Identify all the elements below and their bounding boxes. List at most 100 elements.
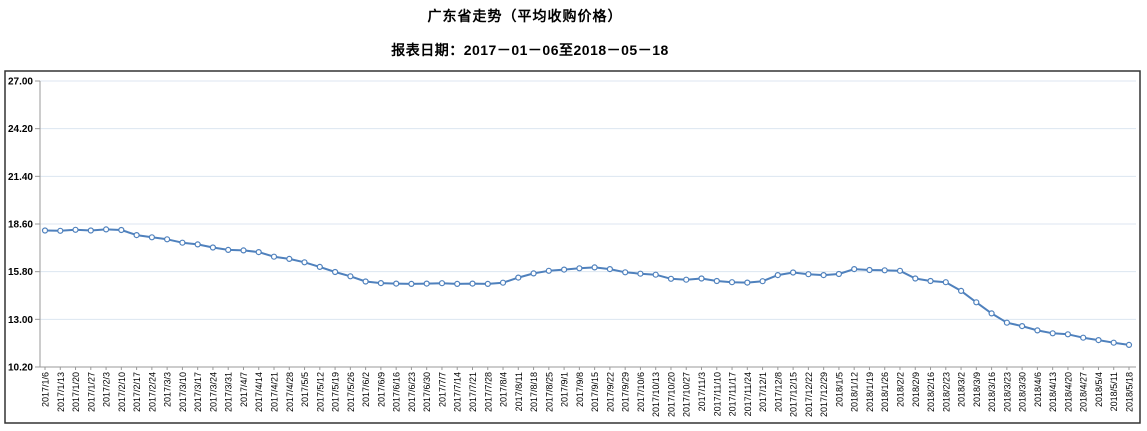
data-point-marker (789, 269, 797, 276)
data-point-marker (1125, 341, 1133, 348)
data-point-marker (347, 273, 354, 280)
x-tick-label: 2017/5/19 (331, 372, 341, 412)
data-point-marker (1064, 331, 1072, 338)
data-point-marker (820, 272, 827, 279)
data-point-marker (957, 287, 965, 294)
data-point-marker (774, 272, 781, 279)
data-point-marker (393, 280, 400, 287)
data-point-marker (484, 280, 491, 287)
x-tick-label: 2018/4/6 (1033, 372, 1043, 407)
data-point-marker (240, 247, 247, 254)
y-tick-label: 15.80 (8, 267, 33, 278)
data-point-marker (270, 253, 278, 260)
x-tick-label: 2017/12/22 (804, 372, 814, 417)
data-point-marker (606, 266, 614, 273)
data-point-marker (942, 279, 949, 286)
x-tick-label: 2017/8/18 (529, 372, 539, 412)
x-tick-label: 2017/2/3 (102, 372, 112, 407)
data-point-marker (1034, 327, 1041, 334)
x-tick-label: 2017/8/4 (499, 372, 509, 407)
data-point-marker (316, 263, 323, 270)
data-point-marker (423, 280, 430, 287)
x-tick-label: 2017/4/7 (239, 372, 249, 407)
data-point-marker (301, 259, 308, 266)
x-tick-label: 2018/4/20 (1063, 372, 1073, 412)
y-tick-label: 24.20 (8, 124, 33, 135)
x-tick-label: 2017/12/1 (758, 372, 768, 412)
data-point-marker (469, 280, 476, 287)
data-point-marker (744, 279, 751, 286)
x-tick-label: 2017/1/27 (86, 372, 96, 412)
x-tick-label: 2018/1/5 (834, 372, 844, 407)
data-point-marker (1003, 319, 1011, 326)
data-point-marker (133, 232, 140, 239)
x-tick-label: 2018/5/11 (1109, 372, 1119, 411)
x-tick-label: 2018/2/2 (895, 372, 905, 407)
data-point-marker (728, 279, 736, 286)
data-point-marker (179, 239, 186, 246)
data-point-marker (1095, 337, 1102, 344)
data-point-marker (362, 278, 369, 285)
data-point-marker (332, 268, 339, 276)
x-tick-label: 2017/12/29 (819, 372, 829, 417)
y-tick-label: 27.00 (8, 77, 33, 88)
y-tick-label: 21.40 (8, 172, 33, 183)
x-tick-label: 2017/11/24 (743, 372, 753, 416)
x-tick-label: 2018/1/26 (880, 372, 890, 412)
x-tick-label: 2017/9/1 (560, 372, 570, 407)
y-tick-label: 18.60 (8, 220, 33, 231)
x-tick-label: 2017/12/15 (789, 372, 799, 417)
data-point-marker (667, 275, 675, 282)
x-tick-label: 2017/4/21 (270, 372, 280, 412)
x-tick-label: 2017/5/5 (300, 372, 310, 407)
x-tick-label: 2018/3/23 (1002, 372, 1012, 412)
data-point-marker (148, 234, 155, 241)
data-point-marker (408, 280, 415, 287)
data-point-marker (545, 267, 552, 274)
data-point-marker (896, 267, 904, 274)
x-tick-label: 2017/3/10 (178, 372, 188, 412)
x-tick-label: 2018/3/30 (1018, 372, 1028, 412)
data-point-marker (622, 269, 629, 276)
data-point-marker (102, 226, 110, 233)
chart-title: 广东省走势（平均收购价格） (427, 8, 623, 24)
x-tick-label: 2017/1/20 (71, 372, 81, 412)
data-point-marker (225, 246, 232, 253)
data-point-marker (576, 265, 583, 272)
data-point-marker (805, 271, 812, 278)
x-tick-label: 2017/12/8 (773, 372, 783, 412)
data-point-marker (835, 270, 843, 278)
x-tick-label: 2017/9/8 (575, 372, 585, 407)
x-tick-label: 2018/1/19 (865, 372, 875, 412)
x-tick-label: 2017/10/20 (666, 372, 676, 417)
x-tick-label: 2017/9/15 (590, 372, 600, 412)
x-tick-label: 2017/8/25 (544, 372, 554, 412)
data-point-marker (209, 244, 216, 251)
x-tick-label: 2017/5/12 (315, 372, 325, 412)
x-tick-label: 2017/11/17 (728, 372, 738, 416)
data-point-marker (530, 270, 537, 277)
data-point-marker (851, 266, 858, 273)
x-tick-label: 2017/6/9 (376, 372, 386, 407)
x-axis: 2017/1/6 2017/1/13 2017/1/20 2017/1/27 2017/… (40, 366, 1136, 417)
x-tick-label: 2017/2/17 (132, 372, 142, 412)
x-tick-label: 2017/5/26 (346, 372, 356, 412)
x-tick-label: 2017/2/10 (117, 372, 127, 412)
x-tick-label: 2017/9/29 (621, 372, 631, 412)
x-tick-label: 2017/3/17 (193, 372, 203, 412)
x-tick-label: 2017/4/14 (254, 372, 264, 412)
data-point-marker (1080, 334, 1087, 341)
data-point-marker (286, 255, 293, 262)
x-tick-label: 2017/10/13 (651, 372, 661, 417)
data-point-marker (377, 280, 384, 287)
x-tick-label: 2017/6/30 (422, 372, 432, 412)
data-point-marker (652, 271, 659, 278)
series-markers (41, 226, 1133, 348)
data-point-marker (881, 267, 888, 274)
data-point-marker (194, 241, 201, 248)
data-point-marker (866, 266, 873, 274)
y-tick-label: 13.00 (8, 315, 33, 326)
x-tick-label: 2017/7/14 (453, 372, 463, 412)
